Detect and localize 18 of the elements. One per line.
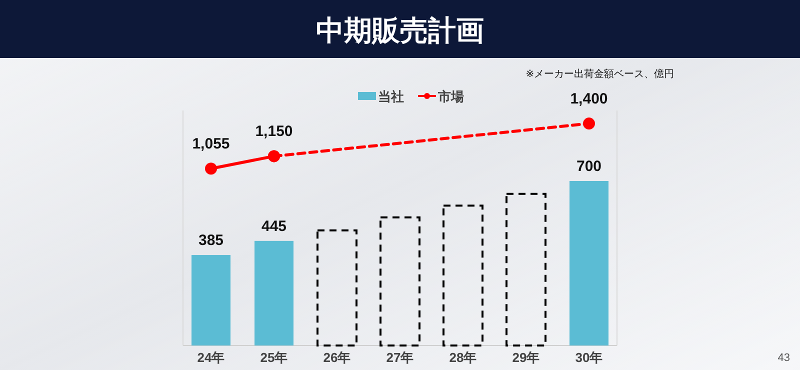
x-tick-label: 28年	[449, 350, 477, 365]
x-tick-label: 29年	[512, 350, 540, 365]
legend-label: 市場	[437, 89, 464, 104]
text: 43	[778, 352, 790, 364]
data-label: 1,055	[192, 136, 230, 153]
x-tick-label: 27年	[386, 350, 414, 365]
data-label: 1,400	[570, 90, 608, 108]
data-label: 385	[198, 232, 224, 250]
data-label: 445	[261, 218, 287, 235]
x-tick-label: 30年	[575, 350, 603, 365]
chart-title: 中期販売計画	[316, 15, 484, 46]
legend-label: 当社	[378, 89, 404, 104]
x-tick-label: 26年	[323, 350, 351, 365]
data-label: 1,150	[255, 123, 293, 140]
data-label: 700	[576, 158, 602, 175]
text: ※メーカー出荷金額ベース、億円	[526, 68, 674, 80]
x-tick-label: 25年	[260, 350, 288, 365]
x-tick-label: 24年	[197, 350, 225, 365]
